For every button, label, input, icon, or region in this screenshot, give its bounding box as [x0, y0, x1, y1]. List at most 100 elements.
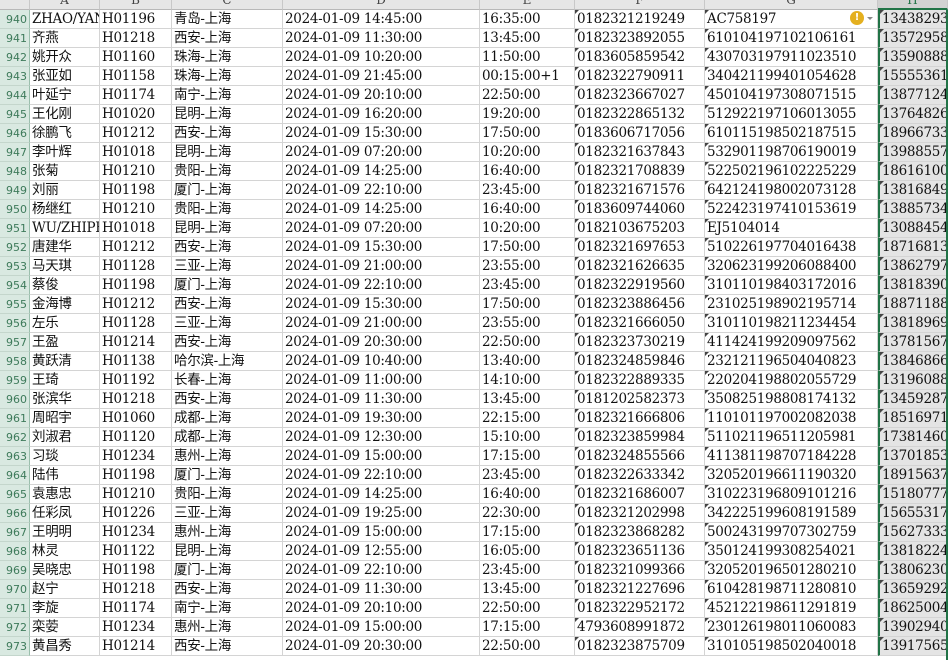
cell-id-number[interactable]: 340421199401054628	[705, 67, 878, 86]
cell-flight-no[interactable]: H01020	[100, 105, 172, 124]
cell-route[interactable]: 惠州-上海	[172, 618, 283, 637]
cell-arrival-time[interactable]: 22:50:00	[480, 333, 575, 352]
cell-passenger-name[interactable]: 李旋	[30, 599, 100, 618]
row-header[interactable]: 958	[0, 352, 30, 371]
cell-passenger-name[interactable]: 张滨华	[30, 390, 100, 409]
cell-arrival-time[interactable]: 17:50:00	[480, 124, 575, 143]
cell-departure-time[interactable]: 2024-01-09 15:00:00	[283, 447, 480, 466]
cell-departure-time[interactable]: 2024-01-09 16:20:00	[283, 105, 480, 124]
cell-ticket-no[interactable]: 0182323651136	[575, 542, 705, 561]
cell-arrival-time[interactable]: 16:05:00	[480, 542, 575, 561]
row-header[interactable]: 971	[0, 599, 30, 618]
cell-route[interactable]: 昆明-上海	[172, 105, 283, 124]
cell-flight-no[interactable]: H01174	[100, 86, 172, 105]
cell-phone[interactable]: 13917565	[878, 637, 948, 656]
cell-ticket-no[interactable]: 0182321099366	[575, 561, 705, 580]
cell-arrival-time[interactable]: 17:15:00	[480, 618, 575, 637]
cell-route[interactable]: 三亚-上海	[172, 504, 283, 523]
cell-phone[interactable]: 13988557	[878, 143, 948, 162]
select-all-corner[interactable]	[0, 0, 30, 10]
cell-departure-time[interactable]: 2024-01-09 12:55:00	[283, 542, 480, 561]
cell-id-number[interactable]: 232121196504040823	[705, 352, 878, 371]
cell-flight-no[interactable]: H01192	[100, 371, 172, 390]
cell-flight-no[interactable]: H01226	[100, 504, 172, 523]
cell-departure-time[interactable]: 2024-01-09 11:00:00	[283, 371, 480, 390]
cell-arrival-time[interactable]: 13:40:00	[480, 352, 575, 371]
cell-flight-no[interactable]: H01174	[100, 599, 172, 618]
cell-id-number[interactable]: 450104197308071515	[705, 86, 878, 105]
cell-id-number[interactable]: 511021196511205981	[705, 428, 878, 447]
cell-ticket-no[interactable]: 0182324855566	[575, 447, 705, 466]
row-header[interactable]: 955	[0, 295, 30, 314]
cell-flight-no[interactable]: H01120	[100, 428, 172, 447]
cell-departure-time[interactable]: 2024-01-09 19:25:00	[283, 504, 480, 523]
cell-id-number[interactable]: 522502196102225229	[705, 162, 878, 181]
cell-arrival-time[interactable]: 16:40:00	[480, 485, 575, 504]
cell-phone[interactable]: 15555361	[878, 67, 948, 86]
cell-departure-time[interactable]: 2024-01-09 19:30:00	[283, 409, 480, 428]
cell-ticket-no[interactable]: 0182321671576	[575, 181, 705, 200]
cell-route[interactable]: 贵阳-上海	[172, 485, 283, 504]
cell-ticket-no[interactable]: 0182323730219	[575, 333, 705, 352]
cell-flight-no[interactable]: H01158	[100, 67, 172, 86]
cell-arrival-time[interactable]: 22:15:00	[480, 409, 575, 428]
cell-id-number[interactable]: 310110198403172016	[705, 276, 878, 295]
cell-arrival-time[interactable]: 10:20:00	[480, 143, 575, 162]
cell-phone[interactable]: 13902940	[878, 618, 948, 637]
cell-route[interactable]: 贵阳-上海	[172, 200, 283, 219]
cell-flight-no[interactable]: H01128	[100, 314, 172, 333]
cell-phone[interactable]: 13590888	[878, 48, 948, 67]
cell-ticket-no[interactable]: 0183606717056	[575, 124, 705, 143]
column-header-h[interactable]: H	[878, 0, 948, 10]
cell-flight-no[interactable]: H01218	[100, 29, 172, 48]
cell-route[interactable]: 西安-上海	[172, 29, 283, 48]
cell-arrival-time[interactable]: 22:50:00	[480, 86, 575, 105]
cell-arrival-time[interactable]: 23:45:00	[480, 181, 575, 200]
cell-ticket-no[interactable]: 0182322633342	[575, 466, 705, 485]
column-header-d[interactable]: D	[283, 0, 480, 10]
cell-phone[interactable]: 18871188	[878, 295, 948, 314]
cell-id-number[interactable]: 452122198611291819	[705, 599, 878, 618]
cell-id-number[interactable]: 320520196501280210	[705, 561, 878, 580]
cell-ticket-no[interactable]: 0182322919560	[575, 276, 705, 295]
cell-route[interactable]: 西安-上海	[172, 295, 283, 314]
row-header[interactable]: 967	[0, 523, 30, 542]
cell-departure-time[interactable]: 2024-01-09 21:45:00	[283, 67, 480, 86]
cell-id-number[interactable]: 310223196809101216	[705, 485, 878, 504]
cell-passenger-name[interactable]: 金海博	[30, 295, 100, 314]
cell-flight-no[interactable]: H01198	[100, 181, 172, 200]
cell-departure-time[interactable]: 2024-01-09 22:10:00	[283, 181, 480, 200]
cell-flight-no[interactable]: H01122	[100, 542, 172, 561]
cell-ticket-no[interactable]: 0182322865132	[575, 105, 705, 124]
cell-arrival-time[interactable]: 17:15:00	[480, 523, 575, 542]
cell-passenger-name[interactable]: 杨继红	[30, 200, 100, 219]
cell-id-number[interactable]: 512922197106013055	[705, 105, 878, 124]
cell-flight-no[interactable]: H01128	[100, 257, 172, 276]
cell-departure-time[interactable]: 2024-01-09 21:00:00	[283, 257, 480, 276]
cell-phone[interactable]: 13816849	[878, 181, 948, 200]
row-header[interactable]: 943	[0, 67, 30, 86]
cell-flight-no[interactable]: H01018	[100, 143, 172, 162]
cell-route[interactable]: 哈尔滨-上海	[172, 352, 283, 371]
row-header[interactable]: 950	[0, 200, 30, 219]
cell-flight-no[interactable]: H01210	[100, 485, 172, 504]
cell-passenger-name[interactable]: 任彩凤	[30, 504, 100, 523]
cell-route[interactable]: 惠州-上海	[172, 447, 283, 466]
cell-route[interactable]: 贵阳-上海	[172, 162, 283, 181]
cell-passenger-name[interactable]: 左乐	[30, 314, 100, 333]
cell-phone[interactable]: 13438293	[878, 10, 948, 29]
row-header[interactable]: 952	[0, 238, 30, 257]
cell-route[interactable]: 青岛-上海	[172, 10, 283, 29]
row-header[interactable]: 940	[0, 10, 30, 29]
row-header[interactable]: 951	[0, 219, 30, 238]
row-header[interactable]: 966	[0, 504, 30, 523]
cell-phone[interactable]: 13659292	[878, 580, 948, 599]
cell-ticket-no[interactable]: 0182321219249	[575, 10, 705, 29]
cell-ticket-no[interactable]: 4793608991872	[575, 618, 705, 637]
cell-phone[interactable]: 13764826	[878, 105, 948, 124]
cell-passenger-name[interactable]: 徐鹏飞	[30, 124, 100, 143]
cell-passenger-name[interactable]: 张亚如	[30, 67, 100, 86]
cell-arrival-time[interactable]: 17:15:00	[480, 447, 575, 466]
row-header[interactable]: 960	[0, 390, 30, 409]
cell-id-number[interactable]: 642124198002073128	[705, 181, 878, 200]
